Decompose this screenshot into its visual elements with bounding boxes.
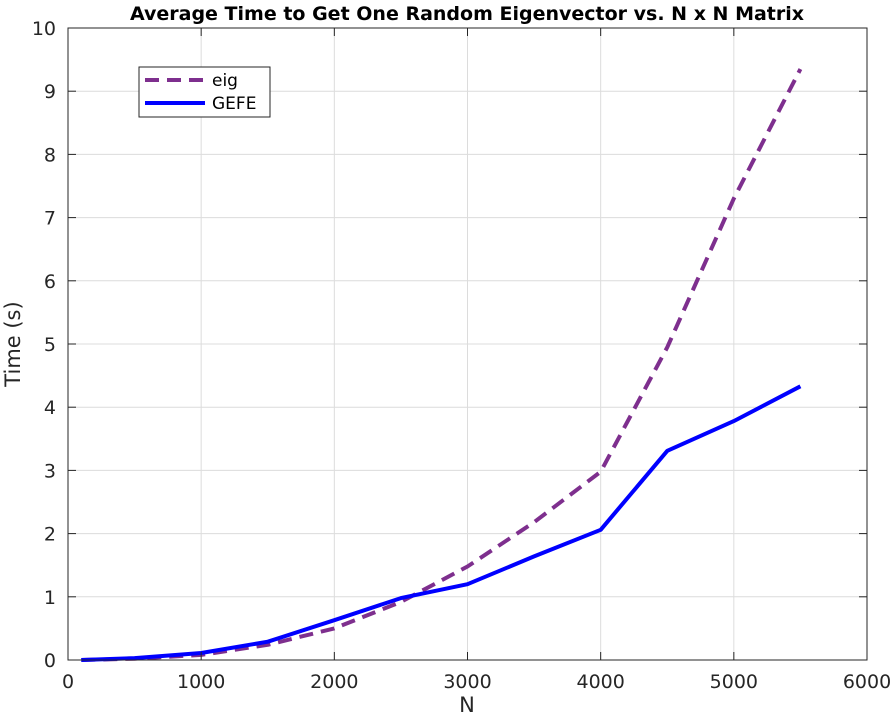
y-tick-label: 8 bbox=[44, 144, 56, 166]
x-tick-label: 6000 bbox=[843, 671, 891, 693]
y-tick-label: 6 bbox=[44, 271, 56, 293]
legend: eig GEFE bbox=[138, 66, 271, 118]
legend-label-eig: eig bbox=[212, 71, 238, 91]
y-axis-label: Time (s) bbox=[1, 301, 25, 387]
x-tick-label: 2000 bbox=[310, 671, 358, 693]
x-axis-label: N bbox=[459, 693, 475, 717]
y-tick-label: 1 bbox=[44, 587, 56, 609]
y-tick-label: 7 bbox=[44, 208, 56, 230]
y-tick-label: 10 bbox=[32, 18, 56, 40]
y-tick-label: 4 bbox=[44, 397, 56, 419]
series-line-eig bbox=[81, 68, 803, 662]
y-tick-label: 3 bbox=[44, 460, 56, 482]
y-tick-label: 2 bbox=[44, 524, 56, 546]
x-tick-label: 4000 bbox=[576, 671, 624, 693]
series-line-gefe bbox=[81, 384, 802, 662]
chart-title: Average Time to Get One Random Eigenvect… bbox=[130, 3, 804, 25]
tick-layer: 0 1000 2000 3000 4000 5000 6000 0 1 2 3 4 5 6 7 8 9 10 bbox=[32, 18, 891, 693]
legend-box bbox=[138, 66, 271, 118]
y-tick-label: 5 bbox=[44, 334, 56, 356]
x-tick-label: 5000 bbox=[710, 671, 758, 693]
y-tick-label: 9 bbox=[44, 81, 56, 103]
series-layer bbox=[81, 68, 803, 662]
legend-label-gefe: GEFE bbox=[212, 94, 256, 114]
x-tick-label: 1000 bbox=[177, 671, 225, 693]
x-tick-label: 3000 bbox=[443, 671, 491, 693]
y-tick-label: 0 bbox=[44, 650, 56, 672]
x-tick-label: 0 bbox=[62, 671, 74, 693]
